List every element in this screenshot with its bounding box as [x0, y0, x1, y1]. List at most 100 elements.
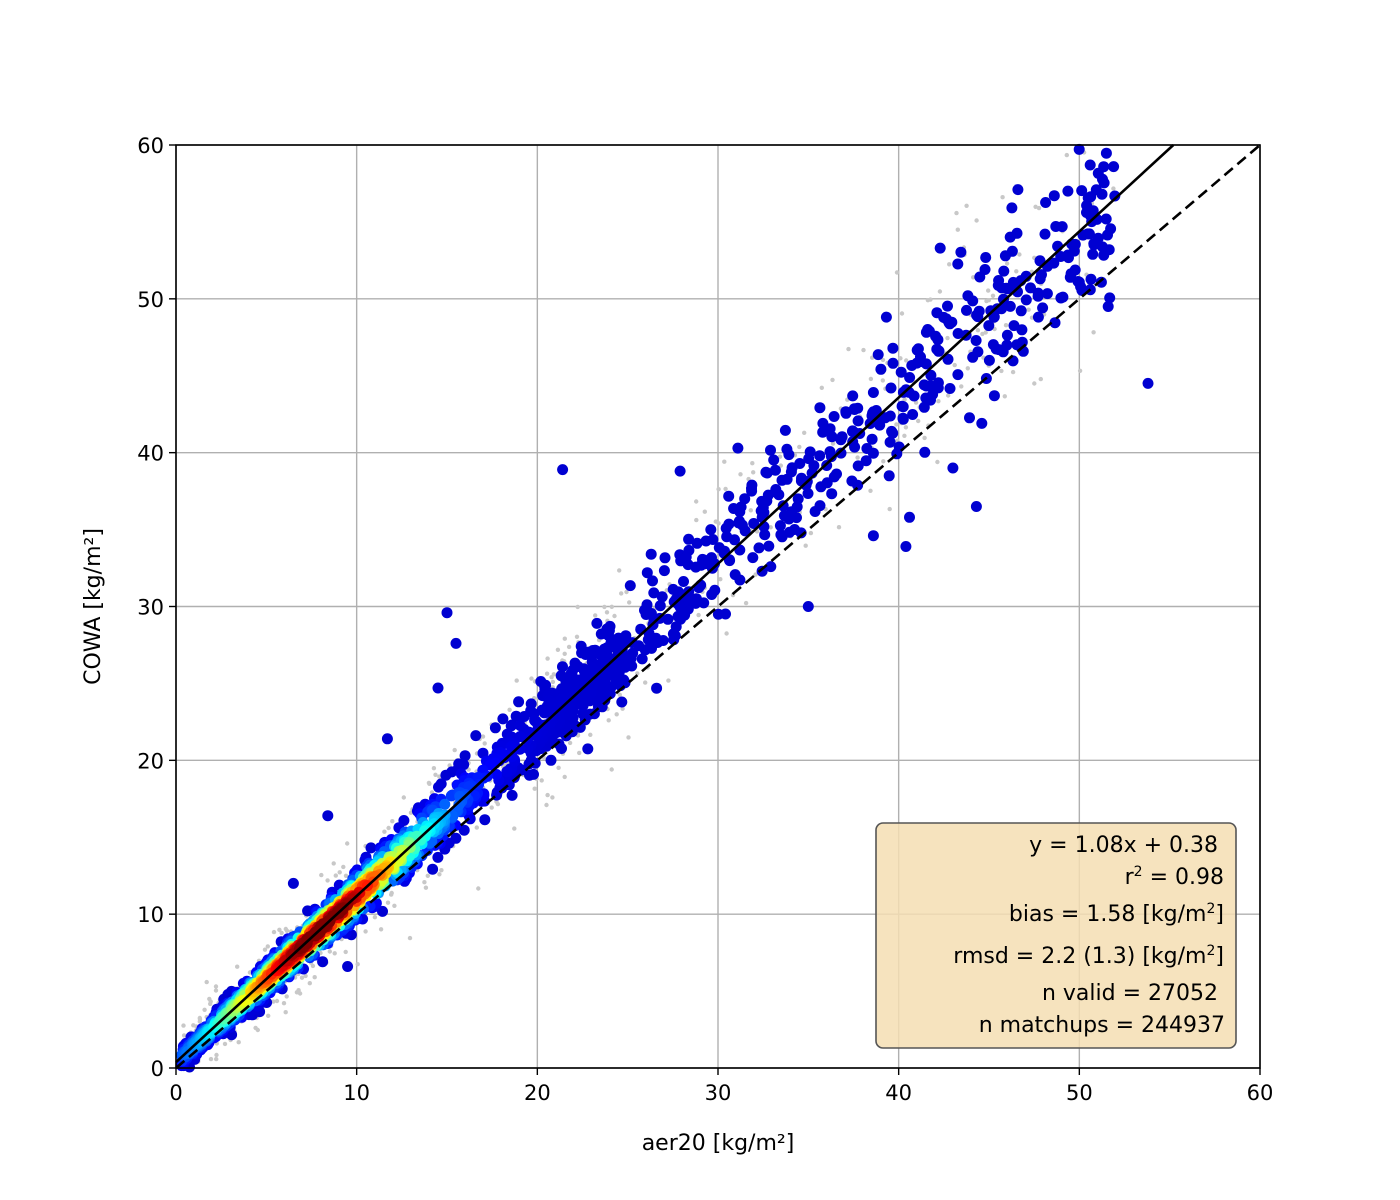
background-point	[713, 519, 718, 524]
scatter-point	[867, 530, 879, 542]
background-point	[327, 949, 332, 954]
background-point	[341, 864, 346, 870]
scatter-point	[518, 711, 530, 722]
scatter-point	[1097, 241, 1108, 253]
scatter-point	[721, 531, 733, 543]
background-point	[562, 774, 567, 780]
scatter-point	[381, 733, 393, 745]
scatter-point	[433, 781, 444, 793]
background-point	[222, 1041, 228, 1047]
background-point	[894, 422, 899, 427]
background-point	[181, 1023, 186, 1028]
scatter-point	[459, 750, 471, 762]
background-point	[274, 998, 280, 1004]
background-point	[1010, 369, 1016, 375]
scatter-point	[538, 707, 550, 719]
background-point	[345, 841, 350, 846]
scatter-point	[961, 304, 972, 316]
background-point	[431, 766, 437, 771]
scatter-point	[920, 392, 932, 404]
scatter-point	[668, 596, 680, 608]
background-point	[279, 930, 284, 936]
background-point	[602, 604, 607, 610]
stats-r-squared: r2 = 0.98	[1125, 864, 1224, 890]
scatter-point	[835, 434, 847, 446]
background-point	[556, 765, 561, 770]
scatter-point	[1034, 273, 1046, 285]
background-point	[753, 572, 758, 577]
scatter-point	[802, 488, 814, 499]
scatter-point	[557, 661, 568, 673]
scatter-point	[976, 417, 988, 429]
background-point	[208, 1056, 214, 1062]
x-tick-label: 10	[343, 1081, 370, 1105]
background-point	[986, 298, 991, 303]
background-point	[544, 802, 549, 808]
background-point	[1091, 330, 1096, 335]
scatter-point	[761, 467, 773, 479]
background-point	[868, 488, 873, 493]
background-point	[213, 984, 219, 989]
scatter-point	[987, 339, 999, 351]
background-point	[903, 425, 909, 430]
background-point	[937, 289, 943, 294]
scatter-point	[748, 518, 760, 529]
background-point	[197, 1017, 203, 1022]
rmsd-end: ]	[1215, 944, 1224, 969]
rmsd-superscript: 2	[1206, 943, 1215, 959]
background-point	[702, 509, 707, 514]
scatter-point	[720, 522, 732, 534]
background-point	[1111, 186, 1116, 191]
scatter-point	[930, 330, 942, 342]
background-point	[846, 346, 851, 352]
background-point	[204, 979, 209, 985]
scatter-point	[759, 529, 771, 541]
scatter-point	[980, 252, 992, 263]
background-point	[325, 878, 330, 883]
scatter-point	[479, 814, 491, 826]
scatter-point	[824, 446, 836, 458]
scatter-point	[506, 789, 518, 801]
background-point	[562, 636, 567, 641]
scatter-point	[919, 446, 931, 458]
background-point	[593, 613, 598, 618]
background-point	[551, 672, 556, 677]
background-point	[343, 873, 349, 878]
scatter-point	[983, 354, 995, 366]
scatter-point	[1100, 213, 1112, 225]
background-point	[476, 886, 481, 891]
stats-bias: bias = 1.58 [kg/m2]	[1009, 901, 1224, 927]
background-point	[643, 680, 648, 685]
background-point	[437, 872, 442, 877]
background-point	[372, 915, 378, 920]
background-point	[999, 368, 1004, 374]
scatter-point	[942, 353, 954, 365]
scatter-point	[918, 379, 930, 391]
background-point	[861, 347, 866, 353]
background-point	[617, 568, 622, 573]
scatter-point	[753, 542, 765, 554]
scatter-point	[1020, 294, 1032, 306]
scatter-point	[1032, 311, 1044, 323]
scatter-point	[1142, 377, 1154, 389]
scatter-point	[635, 623, 647, 635]
scatter-point	[636, 653, 648, 665]
scatter-point	[1095, 276, 1107, 288]
background-point	[392, 903, 397, 908]
scatter-point	[866, 433, 878, 445]
scatter-point	[683, 533, 695, 545]
scatter-point	[883, 470, 895, 482]
scatter-point	[317, 956, 329, 968]
scatter-point	[1062, 185, 1074, 197]
background-point	[975, 328, 981, 333]
background-point	[284, 994, 289, 999]
scatter-point	[931, 307, 943, 319]
background-point	[385, 900, 391, 905]
scatter-point	[427, 863, 439, 875]
background-point	[955, 227, 960, 232]
background-point	[480, 734, 486, 739]
scatter-point	[880, 311, 892, 323]
scatter-point	[1092, 167, 1104, 179]
scatter-point	[458, 759, 470, 771]
background-point	[214, 1052, 219, 1058]
